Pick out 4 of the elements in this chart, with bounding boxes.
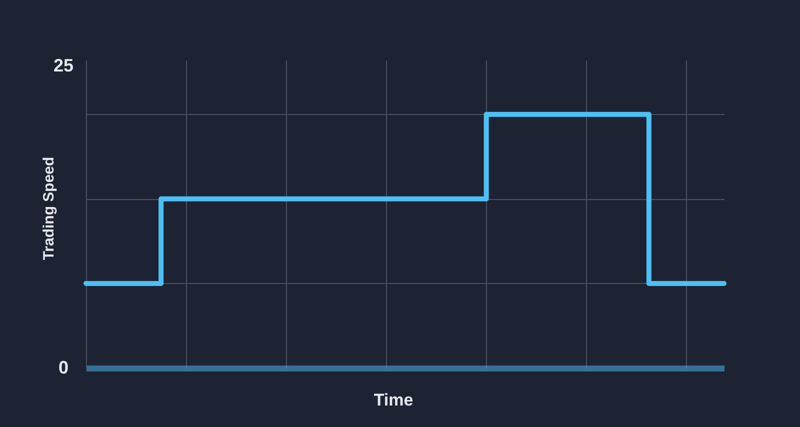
y-tick-label: 25 [53, 56, 74, 76]
y-tick-label: 0 [58, 358, 69, 378]
x-axis-title: Time [374, 390, 414, 410]
y-axis-title: Trading Speed [40, 156, 58, 260]
